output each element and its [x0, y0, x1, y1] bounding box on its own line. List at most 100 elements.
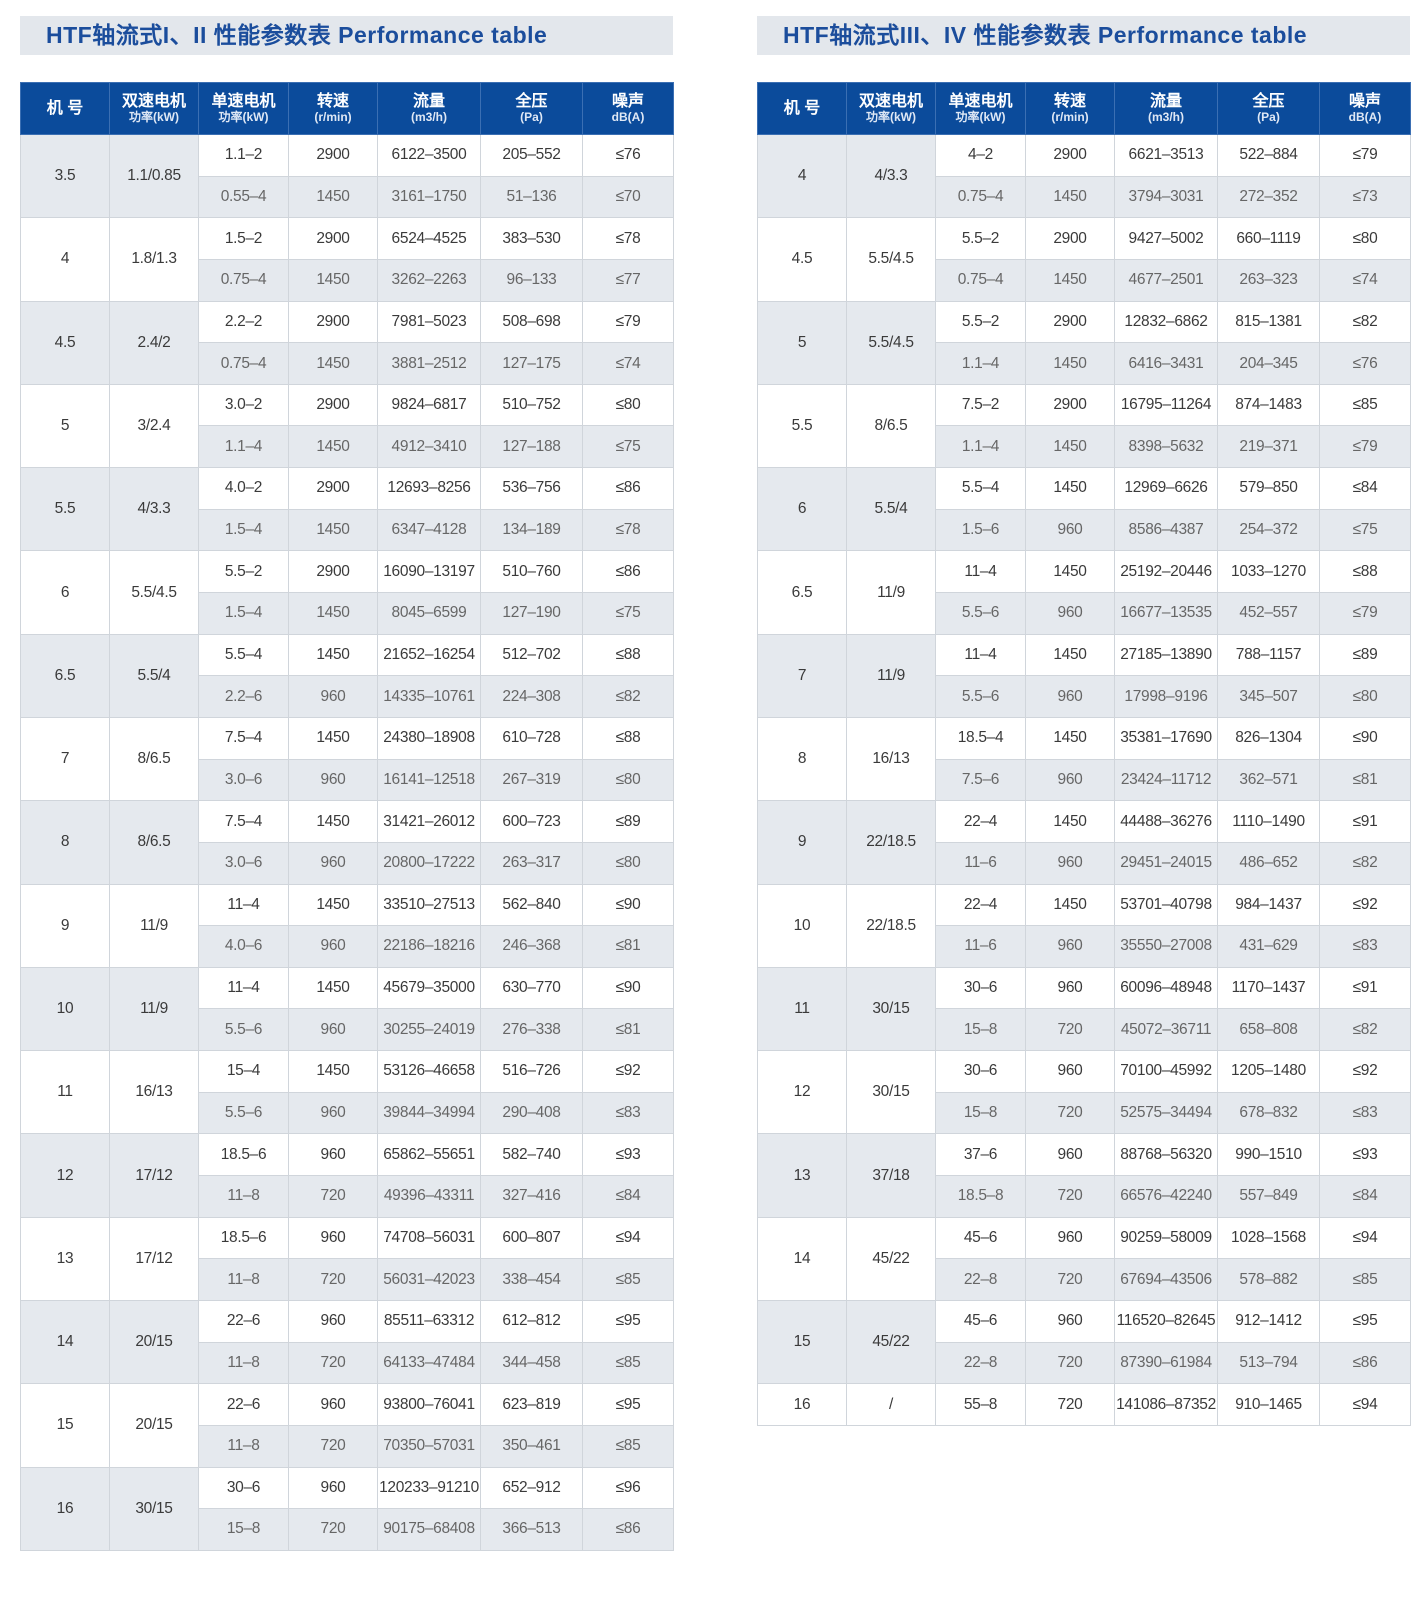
table-row: 18.5–8 720 66576–42240 557–849 ≤84 [758, 1175, 1411, 1218]
noise-cell: ≤92 [1319, 883, 1411, 927]
speed-cell: 1450 [1025, 883, 1115, 927]
single-speed-power-cell: 11–4 [935, 633, 1026, 677]
noise-cell: ≤88 [582, 716, 674, 760]
dual-speed-power-cell: 22/18.5 [846, 800, 936, 885]
speed-cell: 960 [1025, 1050, 1115, 1093]
table-row: 5.5–6 960 39844–34994 290–408 ≤83 [21, 1091, 674, 1135]
total-pressure-cell: 513–794 [1217, 1341, 1320, 1385]
speed-cell: 960 [288, 1091, 378, 1135]
noise-cell: ≤75 [582, 592, 674, 635]
total-pressure-cell: 578–882 [1217, 1258, 1320, 1301]
noise-cell: ≤75 [1319, 508, 1411, 552]
table-row: 22–8 720 67694–43506 578–882 ≤85 [758, 1258, 1411, 1301]
single-speed-power-cell: 15–8 [935, 1091, 1026, 1135]
machine-number-cell: 7 [20, 716, 110, 802]
noise-cell: ≤74 [582, 342, 674, 385]
airflow-cell: 116520–82645 [1114, 1299, 1218, 1343]
speed-cell: 960 [1025, 925, 1115, 968]
single-speed-power-cell: 37–6 [935, 1133, 1026, 1177]
dual-speed-power-cell: 5.5/4.5 [109, 550, 199, 635]
single-speed-power-cell: 0.75–4 [935, 175, 1026, 219]
single-speed-power-cell: 7.5–2 [935, 383, 1026, 427]
total-pressure-cell: 344–458 [480, 1341, 583, 1385]
noise-cell: ≤86 [582, 550, 674, 594]
performance-table: 机 号双速电机 功率(kW) 单速电机 功率(kW) 转速 (r/min) 流量 (m3/h)… [20, 82, 674, 1551]
column-header-unit: 功率(kW) [218, 110, 269, 124]
speed-cell: 1450 [288, 1050, 378, 1093]
total-pressure-cell: 452–557 [1217, 592, 1320, 635]
airflow-cell: 12693–8256 [377, 467, 481, 510]
total-pressure-cell: 536–756 [480, 467, 583, 510]
table-row: 7 11/9 11–4 1450 27185–13890 788–1157 ≤89 [757, 633, 1411, 718]
single-speed-power-cell: 3.0–6 [198, 758, 289, 802]
airflow-cell: 6621–3513 [1114, 134, 1218, 177]
table-row: 1.5–4 1450 8045–6599 127–190 ≤75 [21, 592, 674, 635]
table-row: 4.5 2.4/2 2.2–2 2900 7981–5023 508–698 ≤79 [20, 300, 674, 385]
noise-cell: ≤79 [1319, 134, 1411, 177]
total-pressure-cell: 263–323 [1217, 258, 1320, 302]
noise-cell: ≤85 [582, 1341, 674, 1385]
speed-cell: 960 [288, 841, 378, 885]
table-row: 5 5.5/4.5 5.5–2 2900 12832–6862 815–1381 ≤82 [757, 300, 1411, 385]
machine-number-cell: 5.5 [20, 467, 110, 552]
single-speed-power-cell: 0.75–4 [198, 342, 289, 385]
speed-cell: 720 [288, 1258, 378, 1301]
table-row: 15–8 720 52575–34494 678–832 ≤83 [758, 1091, 1411, 1135]
single-speed-power-cell: 30–6 [198, 1466, 289, 1510]
table-row: 4 1.8/1.3 1.5–2 2900 6524–4525 383–530 ≤78 [20, 217, 674, 302]
total-pressure-cell: 276–338 [480, 1008, 583, 1052]
airflow-cell: 85511–63312 [377, 1299, 481, 1343]
single-speed-power-cell: 22–6 [198, 1299, 289, 1343]
noise-cell: ≤83 [1319, 925, 1411, 968]
noise-cell: ≤90 [582, 883, 674, 927]
airflow-cell: 6122–3500 [377, 134, 481, 177]
column-header-title: 单速电机 [948, 93, 1013, 110]
column-header-title: 全压 [515, 93, 548, 110]
single-speed-power-cell: 5.5–6 [935, 592, 1026, 635]
noise-cell: ≤93 [1319, 1133, 1411, 1177]
column-header-title: 噪声 [611, 93, 644, 110]
column-header-unit: (m3/h) [1148, 110, 1184, 124]
total-pressure-cell: 431–629 [1217, 925, 1320, 968]
total-pressure-cell: 205–552 [480, 134, 583, 177]
machine-number-cell: 4 [757, 133, 847, 219]
speed-cell: 720 [1025, 1091, 1115, 1135]
noise-cell: ≤80 [582, 758, 674, 802]
noise-cell: ≤77 [582, 258, 674, 302]
airflow-cell: 8045–6599 [377, 592, 481, 635]
header-row: 机 号双速电机 功率(kW) 单速电机 功率(kW) 转速 (r/min) 流量 (m3/h)… [757, 82, 1411, 135]
single-speed-power-cell: 15–8 [935, 1008, 1026, 1052]
total-pressure-cell: 678–832 [1217, 1091, 1320, 1135]
speed-cell: 960 [288, 758, 378, 802]
noise-cell: ≤94 [1319, 1383, 1411, 1426]
machine-number-cell: 11 [757, 966, 847, 1052]
total-pressure-cell: 224–308 [480, 675, 583, 718]
noise-cell: ≤86 [582, 467, 674, 510]
column-header-title: 转速 [1053, 93, 1086, 110]
airflow-cell: 44488–36276 [1114, 800, 1218, 843]
machine-number-cell: 4.5 [757, 217, 847, 302]
airflow-cell: 14335–10761 [377, 675, 481, 718]
total-pressure-cell: 134–189 [480, 508, 583, 552]
table-row: 4 4/3.3 4–2 2900 6621–3513 522–884 ≤79 [757, 133, 1411, 219]
column-header-title: 流量 [1149, 93, 1182, 110]
airflow-cell: 17998–9196 [1114, 675, 1218, 718]
noise-cell: ≤86 [1319, 1341, 1411, 1385]
noise-cell: ≤83 [582, 1091, 674, 1135]
total-pressure-cell: 510–760 [480, 550, 583, 594]
table-row: 1.1–4 1450 4912–3410 127–188 ≤75 [21, 425, 674, 469]
speed-cell: 1450 [288, 425, 378, 469]
airflow-cell: 3794–3031 [1114, 175, 1218, 219]
column-header-title: 双速电机 [858, 93, 923, 110]
speed-cell: 2900 [1025, 217, 1115, 260]
single-speed-power-cell: 3.0–6 [198, 841, 289, 885]
table-row: 5.5–6 960 16677–13535 452–557 ≤79 [758, 592, 1411, 635]
total-pressure-cell: 327–416 [480, 1175, 583, 1218]
column-header-unit: 功率(kW) [866, 110, 916, 124]
noise-cell: ≤79 [582, 300, 674, 344]
speed-cell: 720 [1025, 1175, 1115, 1218]
speed-cell: 1450 [1025, 425, 1115, 469]
table-row: 16 30/15 30–6 960 120233–91210 652–912 ≤96 [20, 1466, 674, 1551]
airflow-cell: 74708–56031 [377, 1216, 481, 1260]
airflow-cell: 64133–47484 [377, 1341, 481, 1385]
